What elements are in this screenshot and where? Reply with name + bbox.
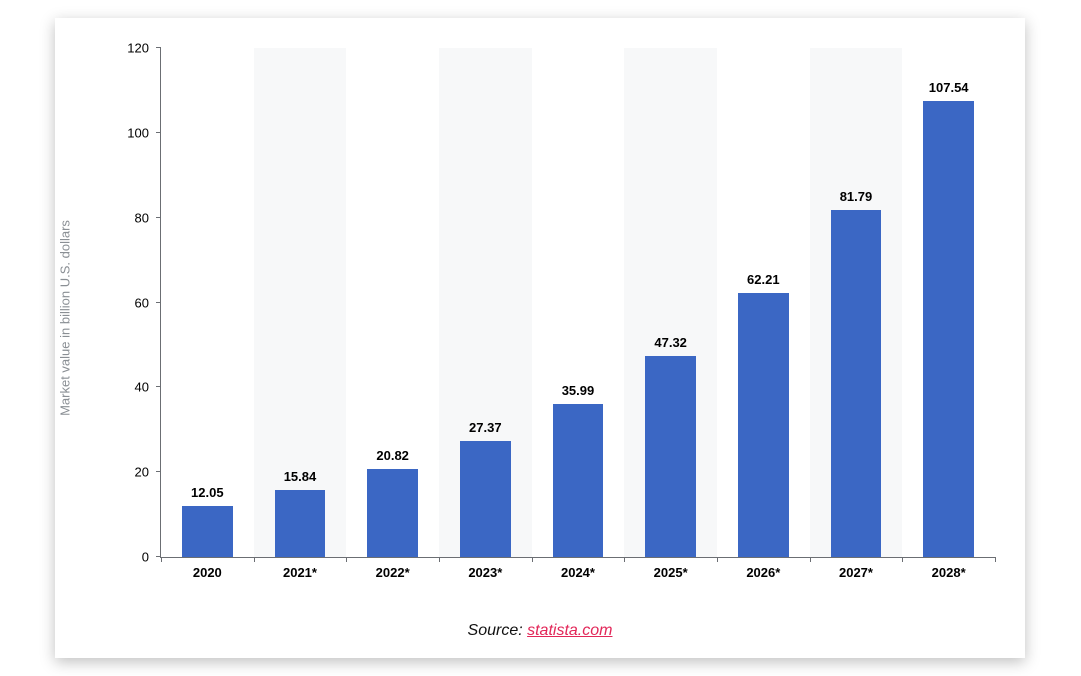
x-category-label: 2025* — [624, 557, 717, 580]
bar-value-label: 62.21 — [717, 272, 810, 287]
bar — [738, 293, 789, 557]
y-tick-mark — [156, 132, 161, 133]
bar — [460, 441, 511, 557]
y-tick-mark — [156, 471, 161, 472]
x-category-label: 2022* — [346, 557, 439, 580]
source-prefix: Source: — [468, 622, 528, 639]
bar — [831, 210, 882, 557]
bar — [275, 490, 326, 557]
x-tick-mark — [995, 557, 996, 562]
x-category-label: 2028* — [902, 557, 995, 580]
source-link[interactable]: statista.com — [527, 622, 612, 639]
y-tick-mark — [156, 302, 161, 303]
bar — [923, 101, 974, 557]
bar-value-label: 20.82 — [346, 448, 439, 463]
source-caption: Source: statista.com — [55, 622, 1025, 640]
bar — [553, 404, 604, 557]
y-tick-label: 0 — [142, 550, 161, 565]
bar-value-label: 47.32 — [624, 335, 717, 350]
bar-value-label: 12.05 — [161, 485, 254, 500]
x-category-label: 2023* — [439, 557, 532, 580]
x-category-label: 2027* — [810, 557, 903, 580]
x-category-label: 2020 — [161, 557, 254, 580]
y-tick-mark — [156, 217, 161, 218]
y-tick-label: 20 — [135, 465, 161, 480]
bar-value-label: 81.79 — [810, 189, 903, 204]
y-tick-label: 80 — [135, 210, 161, 225]
y-tick-label: 120 — [127, 41, 161, 56]
y-axis-title: Market value in billion U.S. dollars — [58, 220, 73, 416]
y-tick-mark — [156, 47, 161, 48]
bar — [367, 469, 418, 557]
x-category-label: 2021* — [254, 557, 347, 580]
bar — [645, 356, 696, 557]
y-tick-label: 100 — [127, 125, 161, 140]
y-tick-label: 60 — [135, 295, 161, 310]
bar — [182, 506, 233, 557]
plot-area: 02040608010012012.05202015.842021*20.822… — [160, 48, 995, 558]
chart-card: Market value in billion U.S. dollars 020… — [55, 18, 1025, 658]
y-tick-label: 40 — [135, 380, 161, 395]
bar-value-label: 35.99 — [532, 383, 625, 398]
bar-value-label: 27.37 — [439, 420, 532, 435]
bar-value-label: 107.54 — [902, 80, 995, 95]
x-category-label: 2026* — [717, 557, 810, 580]
x-category-label: 2024* — [532, 557, 625, 580]
y-tick-mark — [156, 386, 161, 387]
bar-value-label: 15.84 — [254, 469, 347, 484]
chart-area: Market value in billion U.S. dollars 020… — [55, 38, 1025, 598]
